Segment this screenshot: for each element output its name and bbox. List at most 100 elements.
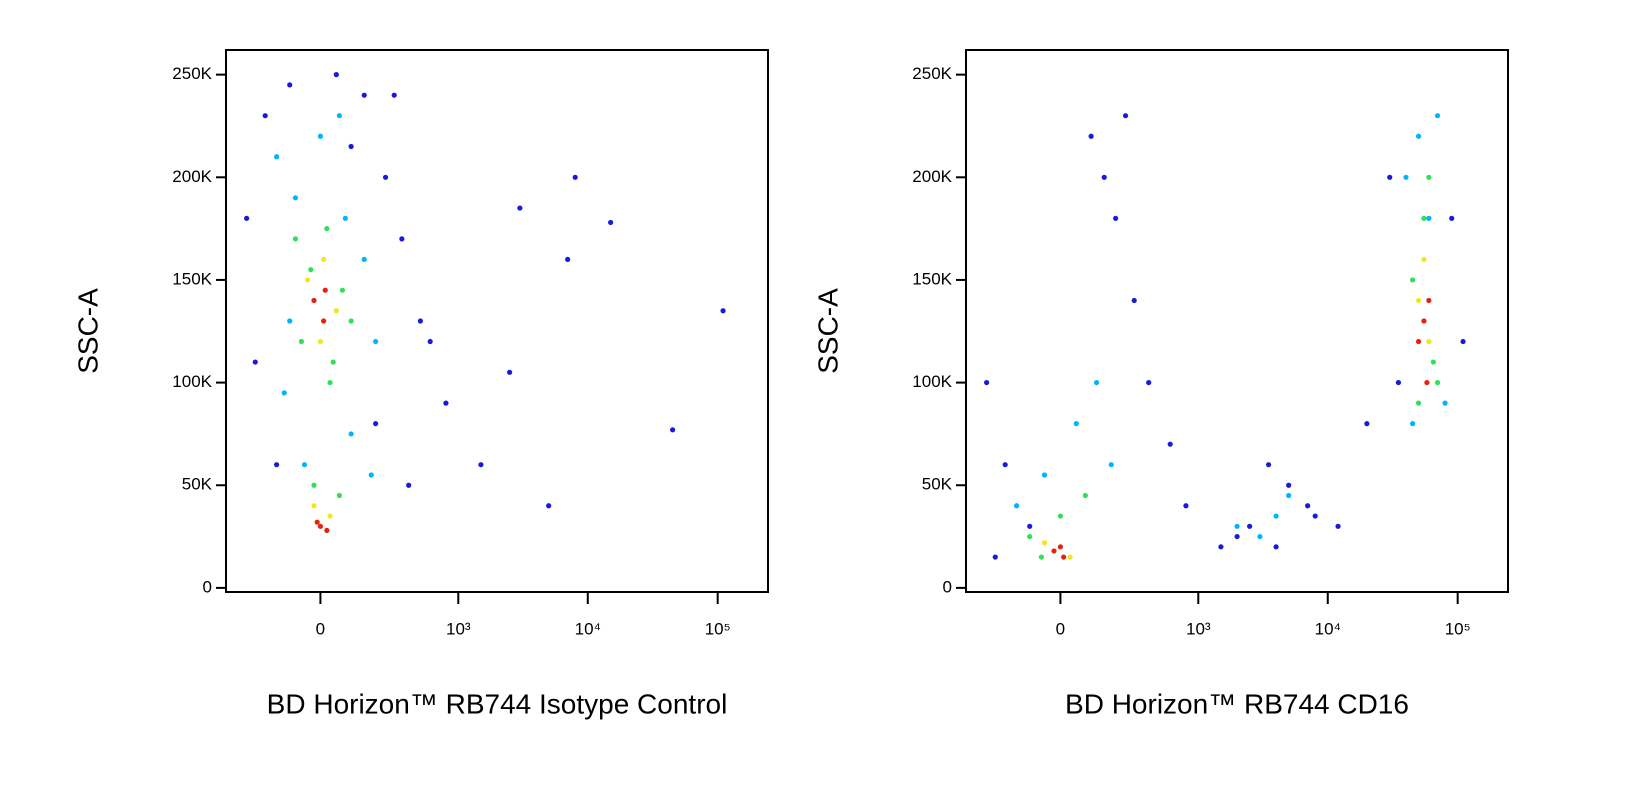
event-dot	[317, 523, 324, 529]
event-dot	[333, 72, 339, 78]
y-tick-label: 150K	[172, 269, 212, 288]
event-dot	[311, 482, 317, 488]
event-dot	[608, 219, 614, 226]
event-dot	[361, 256, 367, 263]
plot-area	[965, 49, 1509, 593]
event-dot	[1108, 462, 1114, 468]
event-dot	[1013, 503, 1020, 509]
event-dot	[1273, 513, 1279, 519]
event-dot	[292, 236, 299, 242]
event-dot	[373, 338, 379, 345]
event-dot	[1395, 379, 1402, 386]
event-dot	[1415, 400, 1422, 406]
event-dot	[252, 359, 258, 365]
event-dot	[1305, 503, 1311, 509]
event-dot	[1410, 277, 1416, 283]
x-tick-label: 10⁵	[1445, 619, 1471, 638]
event-dot	[670, 427, 676, 433]
y-tick-label: 250K	[912, 64, 952, 83]
event-dot	[1113, 215, 1119, 221]
event-dot	[1312, 513, 1318, 519]
y-tick-label: 200K	[172, 167, 212, 186]
event-dot	[348, 143, 354, 150]
event-dot	[292, 195, 299, 201]
event-dot	[1403, 174, 1409, 180]
event-dot	[308, 267, 314, 273]
event-dot	[478, 462, 484, 468]
event-dot	[273, 462, 280, 468]
event-dot	[1183, 503, 1189, 509]
event-dot	[1434, 113, 1441, 119]
event-dot	[361, 92, 367, 98]
y-tick-label: 0	[943, 577, 952, 596]
event-dot	[1218, 544, 1224, 550]
y-tick-label: 50K	[182, 475, 213, 494]
event-dot	[992, 554, 998, 560]
event-dot	[1027, 523, 1033, 529]
event-dot	[324, 527, 330, 534]
event-dot	[317, 133, 324, 139]
event-dot	[1364, 421, 1370, 427]
event-dot	[330, 359, 336, 365]
x-tick-label: 10⁴	[575, 619, 601, 638]
event-dot	[1131, 297, 1137, 304]
event-dot	[1101, 174, 1107, 180]
event-dot	[1122, 113, 1129, 119]
event-dot	[427, 338, 433, 345]
y-tick-label: 0	[203, 577, 212, 596]
event-dot	[281, 390, 287, 396]
x-tick-label: 10³	[446, 619, 471, 638]
event-dot	[720, 308, 726, 314]
event-dot	[1286, 482, 1292, 488]
event-dot	[406, 482, 412, 488]
event-dot	[1002, 462, 1008, 468]
event-dot	[984, 379, 990, 386]
event-dot	[327, 513, 333, 519]
event-dot	[1234, 523, 1240, 529]
x-tick-label: 0	[1056, 619, 1065, 638]
y-tick-label: 100K	[912, 372, 952, 391]
event-dot	[287, 82, 293, 88]
event-dot	[546, 503, 552, 509]
y-tick-label: 250K	[172, 64, 212, 83]
event-dot	[382, 174, 389, 180]
event-dot	[507, 369, 513, 375]
event-dot	[1057, 544, 1064, 550]
event-dot	[321, 256, 327, 263]
x-tick-label: 0	[316, 619, 325, 638]
event-dot	[342, 215, 348, 221]
event-dot	[443, 400, 449, 406]
event-dot	[1067, 554, 1073, 560]
event-dot	[1257, 533, 1263, 540]
event-dot	[1146, 379, 1152, 386]
y-tick-label: 150K	[912, 269, 952, 288]
event-dot	[1426, 338, 1432, 345]
y-tick-label: 100K	[172, 372, 212, 391]
event-dot	[1421, 318, 1427, 324]
event-dot	[1088, 133, 1094, 139]
event-dot	[1442, 400, 1448, 406]
event-dot	[348, 431, 354, 437]
x-axis-label: BD Horizon™ RB744 Isotype Control	[267, 688, 728, 719]
y-tick-label: 50K	[922, 475, 953, 494]
event-dot	[1424, 379, 1430, 386]
event-dot	[368, 472, 374, 478]
event-dot	[1051, 548, 1057, 554]
event-dot	[262, 113, 268, 119]
event-dot	[336, 492, 342, 499]
event-dot	[373, 421, 379, 427]
event-dot	[324, 226, 330, 232]
event-dot	[1073, 421, 1079, 427]
event-dot	[321, 318, 327, 324]
event-dot	[1415, 133, 1422, 139]
plot-area	[225, 49, 769, 593]
event-dot	[311, 297, 317, 304]
event-dot	[1038, 554, 1045, 560]
event-dot	[1421, 256, 1427, 263]
event-dot	[391, 92, 397, 98]
event-dot	[1061, 554, 1067, 560]
event-dot	[317, 338, 324, 345]
event-dot	[348, 318, 354, 324]
event-dot	[565, 256, 571, 263]
